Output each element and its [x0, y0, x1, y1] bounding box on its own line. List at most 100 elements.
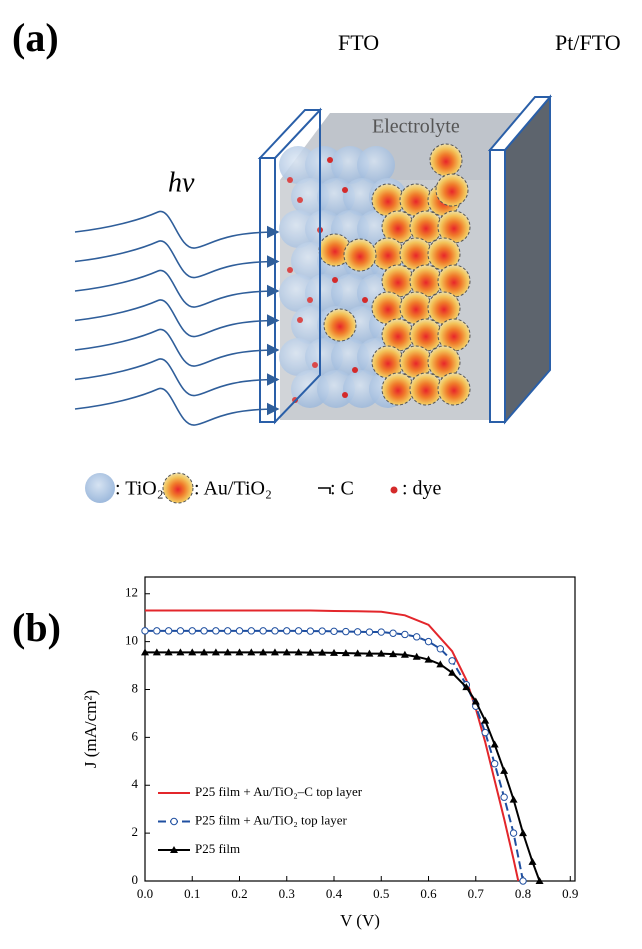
x-tick-label: 0.9	[562, 886, 578, 901]
x-axis-label: V (V)	[340, 911, 380, 930]
au-particle	[437, 264, 471, 298]
data-point	[481, 728, 489, 737]
legend-label: P25 film + Au/TiO₂ top layer	[195, 812, 348, 827]
data-point	[412, 652, 421, 660]
au-particle	[427, 291, 461, 325]
x-tick-label: 0.5	[373, 886, 389, 901]
data-point	[283, 627, 291, 635]
series-line	[145, 609, 520, 882]
light-wave	[74, 328, 280, 367]
dye	[342, 187, 348, 193]
light-wave	[74, 210, 280, 249]
au-particle	[323, 308, 357, 342]
data-point	[211, 648, 220, 656]
light-waves	[74, 210, 280, 426]
data-point	[436, 645, 445, 653]
data-point	[353, 628, 362, 636]
dye	[287, 267, 293, 273]
legend-label: P25 film + Au/TiO₂–C top layer	[195, 784, 363, 799]
tio2-particle	[279, 146, 317, 184]
data-point	[509, 795, 518, 803]
au-particle	[437, 318, 471, 352]
tio2-particle	[331, 146, 369, 184]
data-point	[424, 637, 433, 646]
tio2-particle	[291, 370, 329, 408]
data-point	[318, 648, 327, 656]
tio2-icon	[85, 473, 115, 503]
data-point	[400, 650, 409, 658]
dye	[327, 157, 333, 163]
x-tick-label: 0.1	[184, 886, 200, 901]
au-particle	[381, 372, 415, 406]
legend-label: P25 film	[195, 841, 240, 856]
data-point	[306, 648, 315, 656]
tio2-particle	[279, 210, 317, 248]
tio2-particle	[343, 370, 381, 408]
data-point	[271, 627, 279, 635]
data-point	[152, 648, 161, 656]
data-point	[188, 627, 196, 635]
data-point	[235, 648, 244, 656]
data-point	[448, 657, 456, 665]
fto-plate-side	[274, 107, 321, 425]
x-tick-label: 0.4	[326, 886, 343, 901]
dye-icon	[390, 486, 398, 494]
data-point	[389, 650, 398, 658]
tio2-particle	[279, 338, 317, 376]
data-point	[424, 655, 433, 663]
x-tick-label: 0.3	[279, 886, 295, 901]
data-point	[528, 857, 537, 865]
data-point	[389, 629, 397, 637]
data-point	[223, 648, 232, 656]
data-point	[294, 627, 303, 635]
y-axis-label: J (mA/cm²)	[81, 690, 100, 768]
tio2-particle	[305, 146, 343, 184]
data-point	[141, 627, 149, 635]
y-tick-label: 10	[125, 633, 138, 648]
data-point	[247, 648, 256, 656]
data-point	[341, 649, 350, 657]
electrolyte-label: Electrolyte	[372, 116, 460, 138]
data-point	[164, 648, 173, 656]
legend-tio2: : TiO₂	[115, 478, 164, 500]
dye	[352, 367, 358, 373]
dye	[297, 317, 303, 323]
tio2-particle	[317, 370, 355, 408]
dye	[332, 277, 338, 283]
data-point	[377, 649, 386, 657]
au-particle	[427, 237, 461, 271]
au-icon	[162, 472, 194, 504]
data-point	[318, 627, 326, 635]
dye	[297, 197, 303, 203]
tio2-particle	[343, 178, 381, 216]
legend-dye: : dye	[402, 478, 442, 500]
y-tick-label: 2	[132, 824, 139, 839]
data-point	[176, 627, 185, 635]
data-point	[141, 648, 149, 656]
data-point	[200, 627, 208, 635]
data-point	[365, 628, 374, 636]
data-point	[436, 660, 445, 668]
legend-marker	[170, 817, 178, 826]
pt-fto-label: Pt/FTO	[555, 30, 621, 55]
data-point	[212, 627, 220, 635]
plot-frame	[144, 576, 576, 882]
au-particle	[429, 143, 463, 177]
data-point	[365, 649, 374, 657]
data-point	[282, 648, 291, 656]
au-particle	[343, 238, 377, 272]
data-point	[330, 648, 339, 656]
y-tick-label: 8	[132, 680, 139, 695]
data-point	[188, 648, 197, 656]
x-tick-label: 0.6	[420, 886, 437, 901]
legend-c: : C	[330, 478, 354, 500]
fto-plate-front	[259, 157, 276, 423]
au-particle	[437, 210, 471, 244]
panel-label: (b)	[12, 605, 61, 650]
data-point	[509, 829, 518, 837]
fto-label: FTO	[338, 30, 379, 55]
panel-a: (a) FTO Pt/FTO Electrolyte hv : TiO₂ : A…	[12, 15, 621, 504]
y-tick-label: 4	[132, 776, 139, 791]
data-point	[270, 648, 279, 656]
au-particle	[437, 372, 471, 406]
